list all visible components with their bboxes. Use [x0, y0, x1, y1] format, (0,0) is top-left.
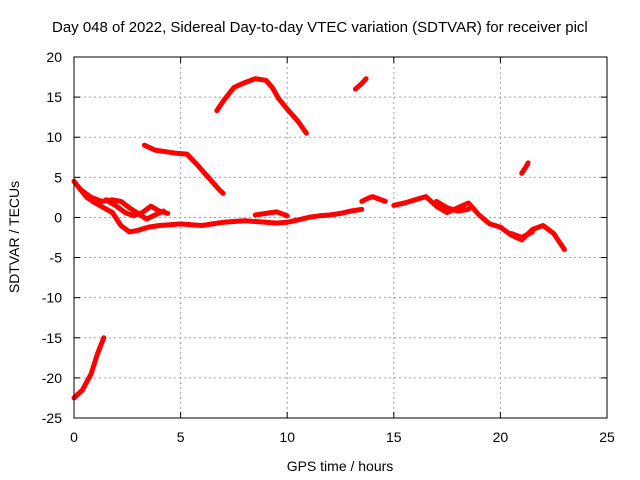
- series-line-arc-m: [71, 335, 107, 401]
- series-line-arc-h: [508, 229, 535, 240]
- y-tick-label: -5: [50, 250, 63, 266]
- y-tick-label: 20: [46, 49, 62, 65]
- y-axis-label: SDTVAR / TECUs: [6, 181, 22, 293]
- series-line-arc-b: [77, 186, 166, 222]
- axis-ticks: 0 5 10 15 20 25 20 15 10 5 0 -5 -10 -15 -20 -25: [42, 49, 615, 445]
- series-line-arc-l: [519, 160, 531, 176]
- chart-title: Day 048 of 2022, Sidereal Day-to-day VTE…: [52, 19, 588, 36]
- x-tick-label: 15: [386, 429, 402, 445]
- y-tick-label: -10: [42, 290, 62, 306]
- y-tick-label: -20: [42, 370, 62, 386]
- series-line-arc-g: [433, 198, 471, 214]
- x-axis-label: GPS time / hours: [287, 458, 394, 474]
- y-tick-label: 10: [46, 129, 62, 145]
- x-tick-label: 5: [177, 429, 185, 445]
- series-line-arc-f: [391, 194, 567, 252]
- y-tick-label: 5: [54, 169, 62, 185]
- y-tick-label: 15: [46, 89, 62, 105]
- x-tick-label: 0: [70, 429, 78, 445]
- series-line-arc-d: [252, 209, 290, 219]
- grid-lines: [74, 57, 607, 418]
- series-line-arc-c: [103, 197, 171, 219]
- series-line-arc-i: [141, 142, 226, 196]
- data-series: [71, 76, 567, 401]
- y-tick-label: -25: [42, 410, 62, 426]
- y-tick-label: 0: [54, 209, 62, 225]
- series-line-arc-e: [359, 194, 388, 204]
- y-tick-label: -15: [42, 330, 62, 346]
- plot-frame: [73, 56, 608, 419]
- x-tick-label: 10: [279, 429, 295, 445]
- series-line-arc-main: [71, 178, 365, 235]
- series-line-arc-j: [214, 76, 309, 136]
- x-tick-label: 20: [493, 429, 509, 445]
- x-tick-label: 25: [599, 429, 615, 445]
- series-line-arc-k: [352, 76, 369, 92]
